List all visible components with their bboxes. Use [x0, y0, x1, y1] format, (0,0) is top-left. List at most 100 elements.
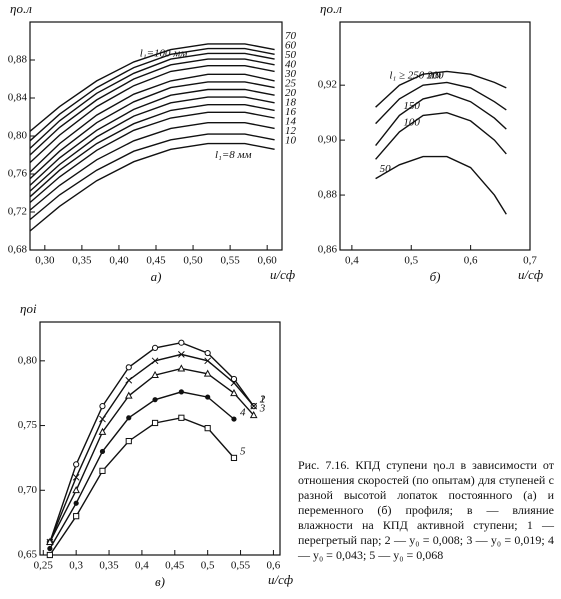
marker — [46, 551, 53, 559]
marker — [231, 416, 237, 422]
y-tick-label: 0,80 — [18, 354, 38, 366]
marker — [249, 410, 258, 419]
series-label: 60 — [285, 40, 297, 52]
series-label: l₁=8 мм — [215, 149, 252, 161]
marker — [230, 454, 238, 462]
marker — [230, 375, 238, 383]
marker — [99, 415, 106, 423]
marker — [47, 545, 53, 552]
series-line — [29, 65, 275, 164]
series-label: 18 — [285, 97, 297, 109]
marker — [151, 370, 159, 378]
series-label: 3 — [259, 403, 266, 415]
marker — [177, 364, 186, 372]
marker — [178, 351, 185, 358]
series-line — [29, 58, 275, 156]
series-line — [49, 391, 235, 549]
series-line — [375, 111, 507, 160]
marker — [204, 357, 212, 365]
marker — [151, 419, 159, 427]
x-tick-label: 0,40 — [109, 255, 129, 267]
x-tick-label: 0,25 — [34, 560, 54, 572]
series-line — [375, 70, 507, 108]
plot-frame — [39, 321, 281, 556]
marker — [99, 403, 106, 410]
marker — [72, 473, 80, 481]
x-tick-label: 0,30 — [35, 255, 55, 267]
x-tick-label: 0,5 — [201, 560, 215, 572]
series-line — [29, 73, 275, 173]
series-line — [29, 104, 275, 198]
y-tick-label: 0,88 — [8, 54, 28, 66]
marker — [204, 349, 211, 357]
series-line — [49, 353, 255, 543]
series-line — [375, 155, 507, 215]
marker — [151, 344, 159, 351]
series-label: 150 — [403, 100, 420, 112]
series-label: 50 — [285, 49, 297, 61]
series-label: 200 — [427, 70, 444, 82]
y-tick-label: 0,86 — [318, 244, 338, 256]
x-tick-label: 0,55 — [231, 560, 251, 572]
x-tick-label: 0,4 — [135, 560, 149, 572]
series-line — [375, 81, 507, 125]
marker — [178, 389, 184, 395]
x-tick-label: 0,50 — [183, 255, 203, 267]
y-tick-label: 0,72 — [8, 206, 27, 218]
marker — [73, 513, 80, 520]
marker — [99, 467, 106, 474]
y-tick-label: 0,90 — [318, 134, 338, 146]
marker — [126, 415, 132, 421]
series-line — [29, 122, 275, 211]
x-tick-label: 0,35 — [72, 255, 92, 267]
series-label: 25 — [285, 78, 297, 90]
x-tick-label: 0,55 — [220, 255, 240, 267]
series-line — [29, 133, 275, 221]
marker — [98, 427, 107, 435]
series-line — [29, 88, 275, 186]
series-line — [29, 52, 275, 149]
y-tick-label: 0,84 — [8, 92, 28, 104]
series-line — [29, 43, 275, 132]
x-tick-label: 0,45 — [146, 255, 166, 267]
x-tick-label: 0,4 — [345, 255, 359, 267]
series-label: 12 — [285, 125, 297, 137]
panel-label: а) — [151, 269, 162, 284]
marker — [125, 437, 132, 445]
series-line — [29, 47, 275, 142]
marker — [124, 391, 133, 399]
x-tick-label: 0,7 — [523, 255, 537, 267]
marker — [99, 448, 106, 455]
series-line — [49, 417, 235, 556]
series-label: 1 — [260, 394, 266, 406]
series-line — [49, 341, 255, 543]
series-line — [29, 142, 275, 232]
marker — [178, 339, 185, 346]
marker — [203, 369, 212, 377]
x-axis-label: u/cф — [270, 267, 295, 282]
series-label: l₁=100 мм — [140, 47, 188, 59]
series-line — [29, 111, 275, 204]
series-line — [29, 81, 275, 180]
y-axis-label: ηoi — [20, 301, 37, 316]
y-tick-label: 0,70 — [18, 484, 38, 496]
marker — [178, 414, 185, 421]
marker — [204, 425, 211, 432]
series-line — [29, 96, 275, 192]
series-label: 100 — [403, 116, 420, 128]
y-axis-label: ηо.л — [320, 1, 342, 16]
series-label: 40 — [285, 59, 297, 71]
plot-frame — [339, 21, 531, 251]
series-label: 50 — [380, 163, 392, 175]
y-tick-label: 0,92 — [318, 79, 337, 91]
series-label: 30 — [284, 68, 297, 80]
series-label: 16 — [285, 106, 297, 118]
marker — [125, 364, 132, 371]
marker — [46, 537, 54, 545]
y-tick-label: 0,88 — [318, 189, 338, 201]
y-tick-label: 0,76 — [8, 168, 28, 180]
series-label: 70 — [285, 30, 297, 42]
marker — [125, 376, 133, 384]
